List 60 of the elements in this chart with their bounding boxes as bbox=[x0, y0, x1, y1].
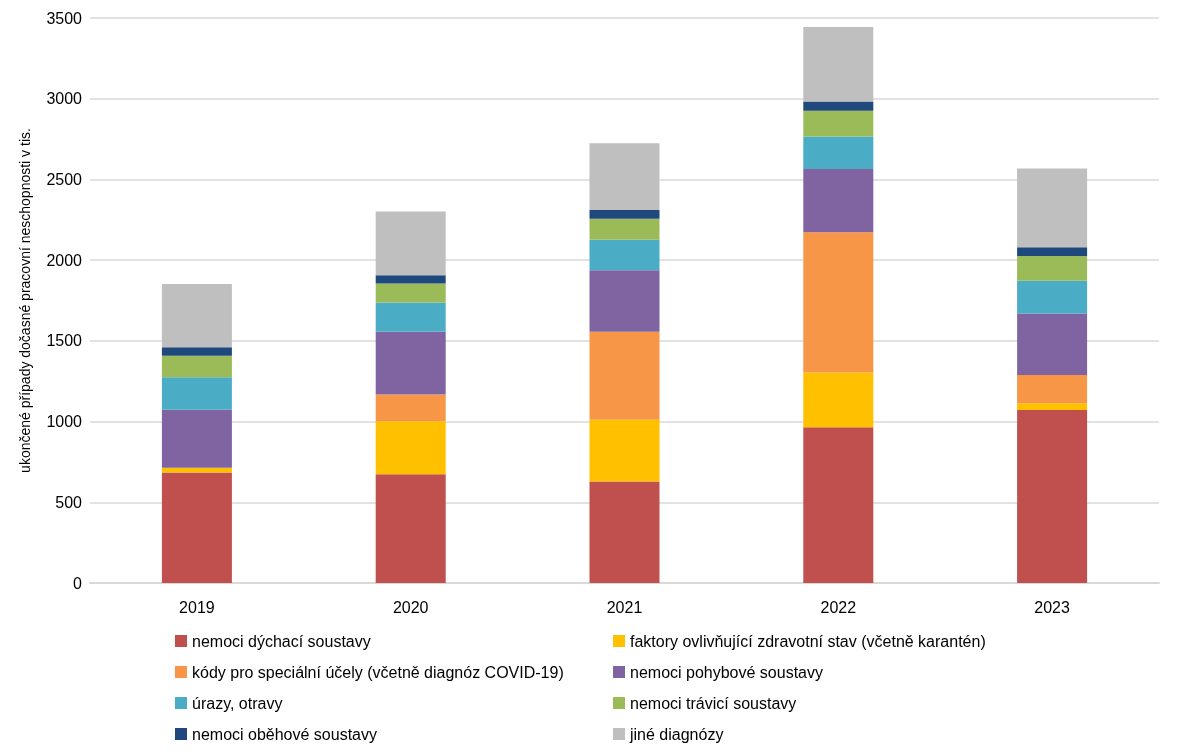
bar bbox=[1017, 247, 1088, 257]
bar bbox=[589, 209, 660, 219]
bar bbox=[161, 377, 232, 410]
bar bbox=[589, 481, 660, 583]
bar bbox=[375, 283, 446, 303]
bar bbox=[803, 427, 874, 583]
legend-label: nemoci pohybové soustavy bbox=[630, 663, 823, 681]
legend-label: faktory ovlivňující zdravotní stav (včetně karantén) bbox=[630, 632, 986, 650]
y-tick-label: 1500 bbox=[46, 332, 83, 350]
bar bbox=[1017, 313, 1088, 376]
bar bbox=[1017, 403, 1088, 410]
bar bbox=[803, 101, 874, 111]
bar bbox=[161, 355, 232, 378]
bar bbox=[375, 394, 446, 422]
bar bbox=[1017, 256, 1088, 281]
x-tick-label: 2019 bbox=[179, 598, 215, 616]
bar bbox=[589, 331, 660, 420]
bar bbox=[161, 284, 232, 348]
y-axis-title: ukončené případy dočasné pracovní neschopnosti v tis. bbox=[17, 128, 33, 473]
y-tick-label: 3000 bbox=[46, 90, 83, 108]
bar bbox=[375, 474, 446, 583]
x-tick-label: 2022 bbox=[820, 598, 857, 616]
bar bbox=[589, 270, 660, 332]
legend-label: nemoci dýchací soustavy bbox=[192, 632, 371, 650]
bar bbox=[161, 472, 232, 583]
legend-label: nemoci oběhové soustavy bbox=[192, 725, 377, 743]
bar bbox=[803, 169, 874, 233]
bar bbox=[1017, 375, 1088, 404]
bar bbox=[1017, 409, 1088, 583]
bar bbox=[803, 372, 874, 428]
bar bbox=[375, 275, 446, 284]
bar bbox=[589, 239, 660, 271]
bar bbox=[1017, 168, 1088, 248]
y-tick-label: 2000 bbox=[46, 251, 83, 269]
bar bbox=[803, 110, 874, 137]
bar bbox=[375, 421, 446, 475]
y-tick-label: 500 bbox=[55, 493, 83, 511]
legend-label: úrazy, otravy bbox=[192, 694, 283, 712]
x-tick-label: 2021 bbox=[606, 598, 643, 616]
bar bbox=[589, 143, 660, 210]
bar bbox=[161, 347, 232, 356]
x-tick-label: 2023 bbox=[1034, 598, 1070, 616]
bar bbox=[803, 232, 874, 373]
x-tick-label: 2020 bbox=[392, 598, 429, 616]
y-tick-label: 1000 bbox=[46, 413, 83, 431]
bar bbox=[161, 409, 232, 468]
bar bbox=[803, 26, 874, 102]
legend-label: kódy pro speciální účely (včetně diagnóz COVID-19) bbox=[192, 663, 564, 681]
bar bbox=[375, 331, 446, 395]
y-tick-label: 0 bbox=[73, 574, 83, 592]
bar bbox=[375, 302, 446, 332]
bar bbox=[1017, 280, 1088, 314]
legend-label: jiné diagnózy bbox=[629, 725, 724, 743]
bar bbox=[589, 218, 660, 240]
bar bbox=[803, 136, 874, 170]
y-tick-label: 2500 bbox=[46, 170, 83, 188]
bar bbox=[589, 419, 660, 482]
legend-label: nemoci trávicí soustavy bbox=[630, 694, 797, 712]
bar bbox=[375, 211, 446, 276]
y-tick-label: 3500 bbox=[46, 9, 83, 27]
